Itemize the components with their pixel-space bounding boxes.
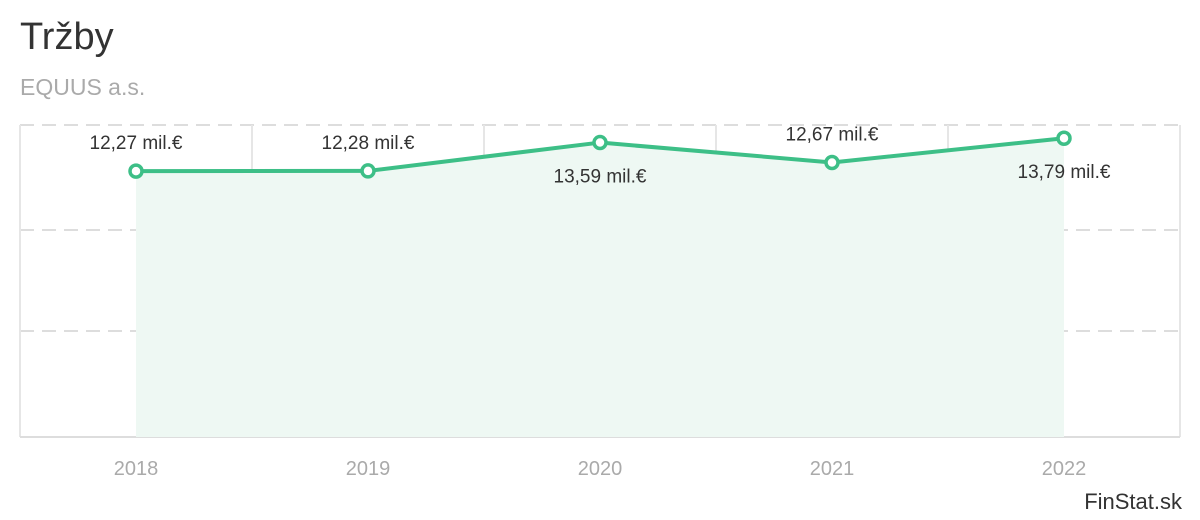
data-point-2022	[1056, 130, 1072, 146]
data-label-2020: 13,59 mil.€	[554, 167, 647, 188]
x-tick-label-2019: 2019	[346, 458, 391, 480]
chart-subtitle: EQUUS a.s.	[20, 74, 146, 100]
data-point-2019	[360, 163, 376, 179]
finstat-credit[interactable]: FinStat.sk	[1084, 489, 1182, 514]
data-label-2021: 12,67 mil.€	[786, 124, 879, 145]
series-area	[136, 138, 1064, 437]
x-tick-label-2020: 2020	[578, 458, 623, 480]
x-tick-label-2021: 2021	[810, 458, 855, 480]
data-point-2021	[824, 154, 840, 171]
data-label-2022: 13,79 mil.€	[1018, 162, 1111, 183]
x-tick-label-2022: 2022	[1042, 458, 1087, 480]
data-label-2018: 12,27 mil.€	[90, 133, 183, 154]
data-point-2020	[592, 134, 608, 151]
x-tick-label-2018: 2018	[114, 458, 159, 480]
chart-title: Tržby	[20, 16, 114, 58]
data-label-2019: 12,28 mil.€	[322, 133, 415, 154]
data-point-2018	[128, 163, 144, 179]
